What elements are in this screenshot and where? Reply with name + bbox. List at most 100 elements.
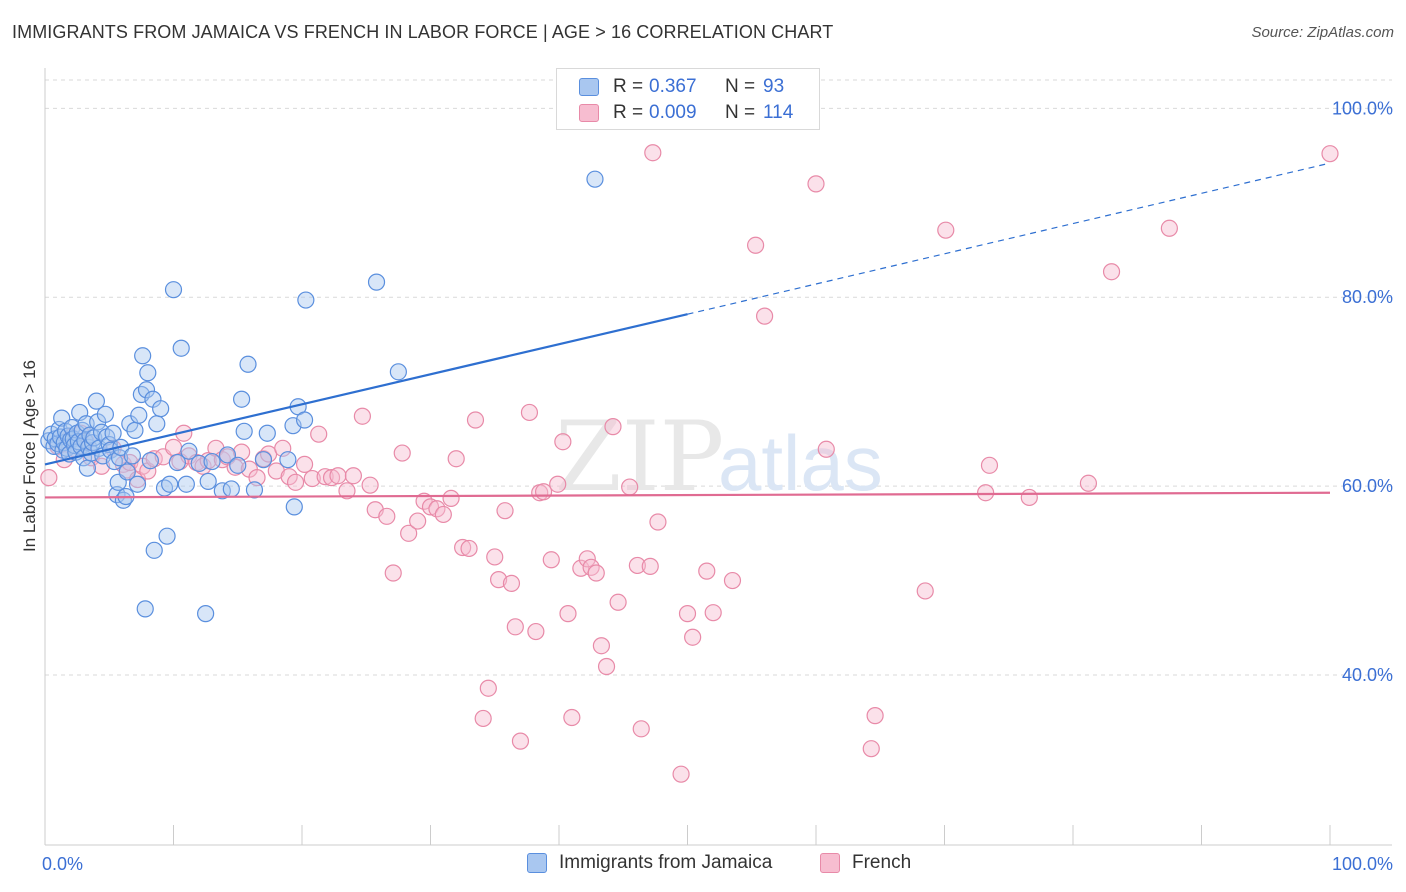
french-point [628, 556, 646, 575]
jamaica-point [145, 541, 163, 559]
jamaica-points-layer [40, 170, 604, 623]
french-point [672, 765, 690, 783]
french-point [329, 467, 347, 485]
jamaica-point [136, 600, 154, 618]
legend-item-jamaica[interactable]: Immigrants from Jamaica [527, 852, 772, 874]
jamaica-point [229, 456, 247, 474]
french-point [817, 440, 835, 458]
y-axis-label: In Labor Force | Age > 16 [20, 359, 39, 553]
jamaica-point [172, 339, 190, 357]
jamaica-n-label: N = [725, 76, 756, 97]
french-point [866, 707, 884, 725]
y-tick-label-0: 40.0% [1342, 665, 1393, 685]
chart-title: IMMIGRANTS FROM JAMAICA VS FRENCH IN LAB… [12, 22, 834, 42]
french-point [378, 507, 396, 525]
jamaica-point [199, 472, 217, 490]
x-tick-label-1: 100.0% [1332, 854, 1393, 874]
jamaica-swatch [579, 78, 599, 96]
french-point [649, 513, 667, 531]
french-point [233, 443, 251, 461]
french-point [684, 628, 702, 646]
french-point [554, 433, 572, 451]
french-point [486, 548, 504, 566]
french-point [338, 482, 356, 500]
french-point [316, 468, 334, 486]
series-legend: Immigrants from Jamaica French [0, 852, 1406, 878]
jamaica-point [104, 424, 122, 442]
jamaica-point [222, 480, 240, 498]
french-point [421, 498, 440, 516]
french-point [534, 483, 553, 501]
french-point [862, 740, 880, 758]
jamaica-point [297, 291, 315, 309]
french-point [496, 502, 514, 520]
french-point [592, 637, 611, 655]
y-tick-label-3: 100.0% [1332, 98, 1393, 118]
french-point [303, 469, 321, 488]
legend-french-swatch [820, 853, 840, 873]
french-point [807, 175, 825, 193]
jamaica-point [161, 475, 179, 493]
french-point [447, 450, 465, 468]
french-point [286, 473, 305, 491]
french-point [466, 411, 485, 429]
french-point [597, 657, 616, 676]
jamaica-point [118, 463, 136, 481]
jamaica-point [203, 452, 221, 471]
jamaica-point [180, 442, 198, 460]
french-point [644, 144, 662, 162]
french-point [474, 709, 492, 728]
jamaica-point [279, 451, 297, 469]
french-point [1102, 263, 1121, 281]
jamaica-point [141, 452, 159, 470]
french-point [527, 622, 545, 641]
x-tick-label-0: 0.0% [42, 854, 83, 874]
legend-jamaica-swatch [527, 853, 547, 873]
french-r-value: 0.009 [649, 102, 697, 123]
french-point [506, 618, 524, 636]
french-point [704, 604, 722, 622]
french-point [980, 456, 999, 474]
french-point [310, 425, 328, 443]
legend-french-label: French [852, 852, 912, 873]
axis-layer [44, 68, 1392, 846]
jamaica-point [164, 281, 183, 299]
french-point [226, 458, 244, 476]
french-point [1321, 145, 1339, 163]
jamaica-point [134, 347, 152, 365]
french-point [442, 489, 460, 507]
y-tick-label-2: 80.0% [1342, 287, 1393, 307]
grid-layer [45, 79, 1392, 676]
french-point [578, 550, 596, 568]
jamaica-point [139, 364, 157, 382]
french-point [1160, 219, 1178, 237]
french-point [454, 538, 472, 557]
french-point [460, 539, 478, 558]
jamaica-point [177, 475, 195, 493]
french-trend-line [44, 491, 1331, 499]
french-point [723, 571, 742, 590]
jamaica-trend-extension [687, 162, 1331, 315]
stats-row-french: R = 0.009 N = 114 [579, 101, 793, 125]
y-tick-label-1: 60.0% [1342, 476, 1393, 496]
jamaica-point [168, 453, 186, 472]
french-point [1079, 474, 1098, 492]
legend-item-french[interactable]: French [820, 852, 911, 874]
jamaica-point [235, 422, 253, 440]
french-n-label: N = [725, 102, 756, 123]
jamaica-point [190, 454, 208, 473]
jamaica-point [245, 481, 264, 499]
french-point [164, 438, 183, 456]
jamaica-point [137, 381, 156, 399]
french-point [641, 557, 659, 575]
french-point [393, 444, 411, 462]
french-point [542, 551, 560, 569]
jamaica-point [126, 421, 144, 439]
french-point [563, 708, 581, 727]
stats-row-jamaica: R = 0.367 N = 93 [579, 75, 784, 99]
french-point [916, 582, 934, 600]
french-point [344, 467, 362, 485]
french-point [213, 451, 231, 469]
jamaica-point [389, 363, 407, 381]
trend-layer [44, 162, 1331, 499]
